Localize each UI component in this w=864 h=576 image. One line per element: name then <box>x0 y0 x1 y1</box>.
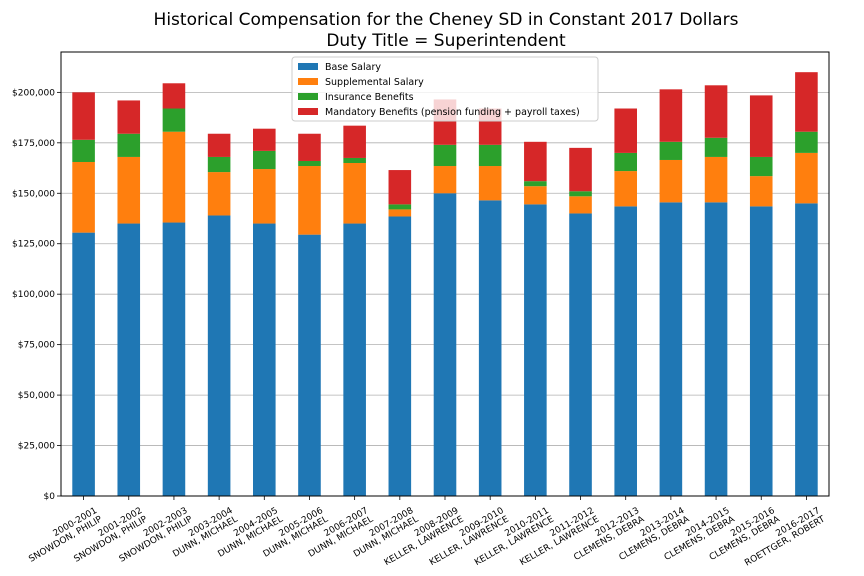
bar-segment <box>614 108 637 153</box>
legend-label: Base Salary <box>325 62 381 73</box>
bar-segment <box>569 213 592 497</box>
bar-segment <box>72 139 95 162</box>
bar-segment <box>749 156 773 177</box>
bar-segment <box>795 131 818 153</box>
bar-segment <box>478 166 502 201</box>
y-tick-label: $75,000 <box>18 341 55 351</box>
y-tick-label: $125,000 <box>12 240 55 250</box>
bar-segment <box>659 202 683 496</box>
bar-segment <box>478 144 502 167</box>
bar-segment <box>72 161 95 233</box>
bar-segment <box>478 200 502 496</box>
y-tick-label: $150,000 <box>12 189 55 199</box>
bar-segment <box>388 204 412 210</box>
legend-label: Supplemental Salary <box>325 77 424 88</box>
bar-segment <box>253 169 276 224</box>
bar-segment <box>659 159 683 203</box>
bar-segment <box>524 181 547 187</box>
bar-segment <box>749 95 773 157</box>
y-tick-label: $100,000 <box>12 290 55 300</box>
bar-segment <box>343 157 366 163</box>
bar-segment <box>749 206 773 496</box>
bar-segment <box>343 223 366 496</box>
bar-segment <box>524 141 547 182</box>
legend-swatch <box>298 93 318 100</box>
bar-segment <box>704 202 728 496</box>
bar-segment <box>72 232 95 497</box>
chart-title: Historical Compensation for the Cheney S… <box>154 10 739 30</box>
bar-segment <box>388 170 412 205</box>
y-tick-label: $200,000 <box>12 88 55 98</box>
bar-segment <box>207 133 231 157</box>
y-tick-label: $0 <box>44 492 56 502</box>
y-tick-label: $175,000 <box>12 139 55 149</box>
bar-segment <box>795 203 818 496</box>
bar-segment <box>162 108 186 132</box>
bar-segment <box>162 83 186 109</box>
bar-segment <box>253 128 276 151</box>
bar-segment <box>388 216 412 496</box>
bar-segment <box>795 152 818 204</box>
legend-box <box>291 56 599 122</box>
legend: Base Salary Supplemental Salary Insurance … <box>291 56 599 122</box>
bar-segment <box>659 89 683 142</box>
bar-segment <box>298 166 321 235</box>
y-tick-label: $25,000 <box>18 442 55 452</box>
bars <box>72 72 818 497</box>
bar-segment <box>298 160 321 167</box>
bar-segment <box>298 133 321 161</box>
bar-segment <box>253 223 276 496</box>
bar-segment <box>162 222 186 496</box>
bar-segment <box>614 171 637 207</box>
bar-segment <box>704 85 728 138</box>
bar-segment <box>569 147 592 192</box>
bar-segment <box>117 156 141 224</box>
bar-segment <box>569 196 592 214</box>
bar-segment <box>524 204 547 496</box>
bar-segment <box>162 131 186 223</box>
bar-segment <box>207 156 231 173</box>
bar-segment <box>704 137 728 157</box>
bar-segment <box>433 166 457 194</box>
bar-segment <box>343 163 366 224</box>
bar-segment <box>569 191 592 197</box>
bar-segment <box>614 206 637 496</box>
legend-swatch <box>298 78 318 85</box>
bar-segment <box>117 100 141 134</box>
bar-segment <box>117 133 141 157</box>
bar-segment <box>117 223 141 496</box>
bar-segment <box>433 144 457 167</box>
bar-segment <box>388 209 412 217</box>
bar-segment <box>749 176 773 207</box>
bar-segment <box>343 125 366 158</box>
bar-segment <box>207 215 231 497</box>
bar-segment <box>614 152 637 172</box>
legend-label: Mandatory Benefits (pension funding + pa… <box>325 107 580 118</box>
legend-swatch <box>298 108 318 115</box>
bar-segment <box>298 234 321 497</box>
bar-segment <box>795 72 818 132</box>
y-axis: $0 $25,000 $50,000 $75,000 $100,000 $125,000 $… <box>12 88 61 502</box>
bar-segment <box>207 172 231 216</box>
legend-swatch <box>298 63 318 70</box>
bar-segment <box>253 150 276 170</box>
chart-subtitle: Duty Title = Superintendent <box>326 31 566 51</box>
y-tick-label: $50,000 <box>18 391 55 401</box>
bar-segment <box>72 92 95 140</box>
bar-segment <box>433 193 457 497</box>
bar-segment <box>704 156 728 203</box>
bar-segment <box>524 186 547 205</box>
bar-segment <box>659 141 683 160</box>
legend-label: Insurance Benefits <box>325 92 414 103</box>
plot-frame <box>60 51 830 497</box>
